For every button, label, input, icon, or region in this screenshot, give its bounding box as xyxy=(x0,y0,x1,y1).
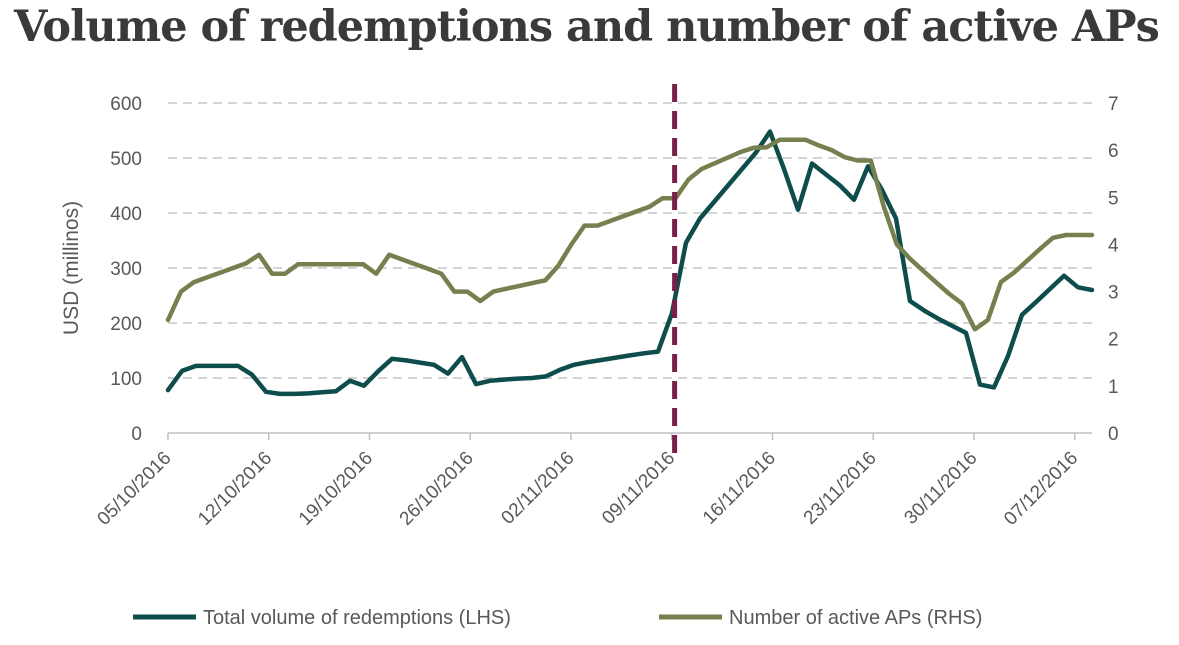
left-axis-ticks: 0 100 200 300 400 500 600 xyxy=(110,94,142,445)
series-line-redemptions xyxy=(165,129,1095,397)
series-line-active-aps xyxy=(165,137,1095,332)
x-tick-label: 12/10/2016 xyxy=(194,448,276,530)
x-tick-label: 23/11/2016 xyxy=(800,448,881,529)
right-tick-label: 1 xyxy=(1108,377,1119,398)
chart-title: Volume of redemptions and number of acti… xyxy=(14,2,1160,52)
legend-label-redemptions: Total volume of redemptions (LHS) xyxy=(203,607,511,629)
series-group xyxy=(165,129,1095,397)
left-tick-label: 600 xyxy=(110,94,142,115)
x-tick-label: 02/11/2016 xyxy=(497,448,578,529)
right-tick-label: 5 xyxy=(1108,188,1119,209)
x-tick-label: 05/10/2016 xyxy=(93,448,175,530)
x-tick-label: 09/11/2016 xyxy=(598,448,679,529)
left-tick-label: 0 xyxy=(131,424,142,445)
x-tick-label: 26/10/2016 xyxy=(396,448,478,530)
right-tick-label: 2 xyxy=(1108,330,1119,351)
left-tick-label: 300 xyxy=(110,259,142,280)
right-tick-label: 0 xyxy=(1108,424,1119,445)
legend-label-active-aps: Number of active APs (RHS) xyxy=(729,607,982,629)
left-tick-label: 200 xyxy=(110,314,142,335)
right-tick-label: 4 xyxy=(1108,235,1119,256)
x-tick-label: 30/11/2016 xyxy=(900,448,981,529)
right-axis-ticks: 0 1 2 3 4 5 6 7 xyxy=(1108,94,1119,445)
gridlines xyxy=(168,102,1092,379)
legend: Total volume of redemptions (LHS) Number… xyxy=(133,607,982,629)
x-axis-ticks: 05/10/2016 12/10/2016 19/10/2016 26/10/2016… xyxy=(93,433,1082,530)
x-tick-label: 07/12/2016 xyxy=(1000,448,1082,530)
left-tick-label: 500 xyxy=(110,149,142,170)
right-tick-label: 6 xyxy=(1108,141,1119,162)
left-tick-label: 400 xyxy=(110,204,142,225)
left-tick-label: 100 xyxy=(110,369,142,390)
x-tick-label: 19/10/2016 xyxy=(295,448,377,530)
y-axis-label: USD (millinos) xyxy=(60,201,83,335)
right-tick-label: 3 xyxy=(1108,283,1119,304)
x-tick-label: 16/11/2016 xyxy=(699,448,780,529)
right-tick-label: 7 xyxy=(1108,94,1119,115)
